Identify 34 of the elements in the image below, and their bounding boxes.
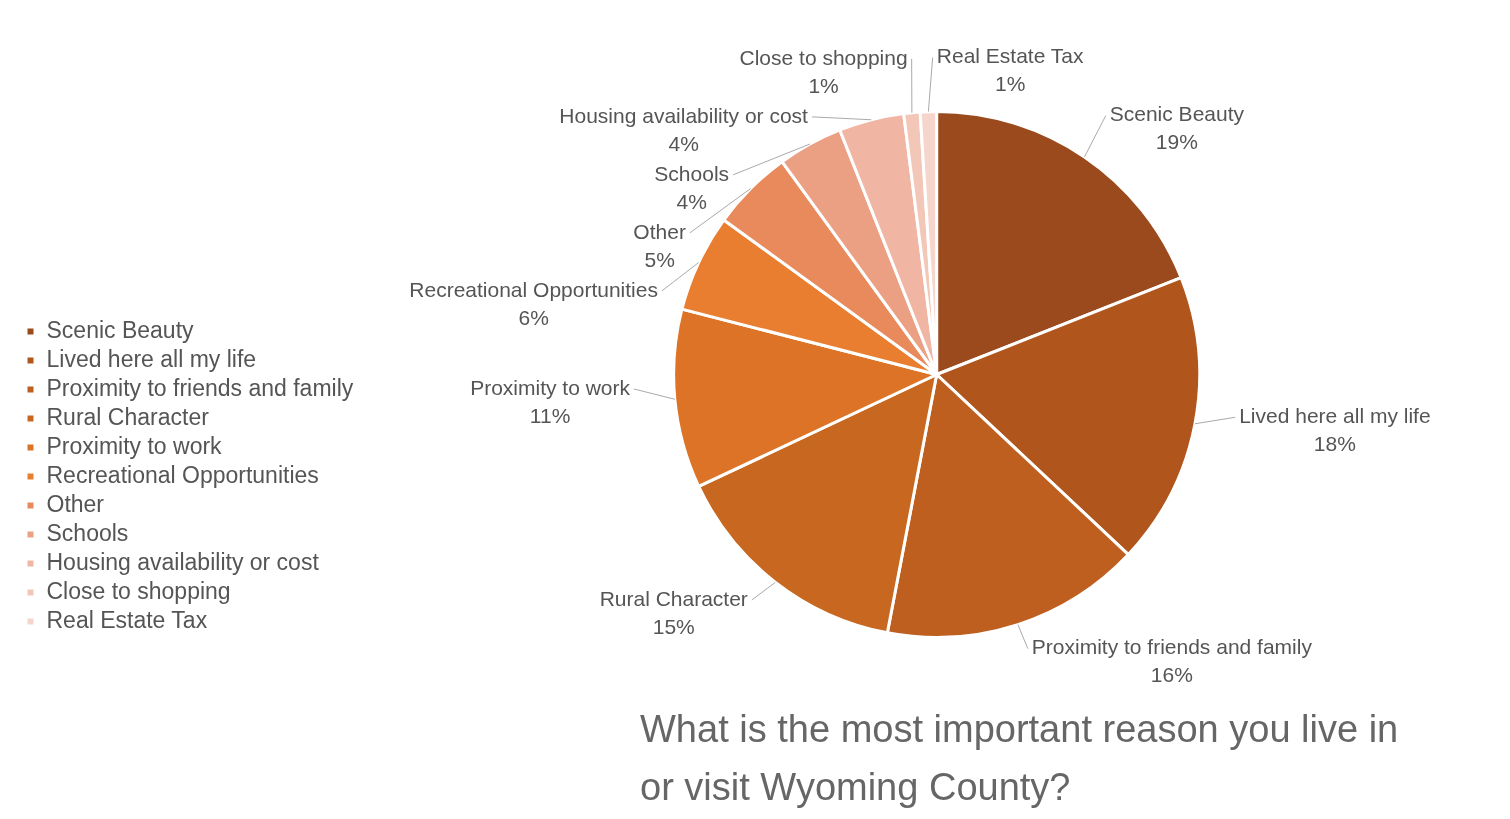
slice-label: Proximity to friends and family [1031,635,1313,659]
slice-label: Real Estate Tax [936,44,1085,68]
slice-label: Close to shopping [739,45,908,69]
slice-label: Housing availability or cost [559,103,809,127]
data-label: 19% [1155,130,1198,154]
legend-label: Housing availability or cost [46,548,320,575]
slice-label: Schools [654,161,730,185]
slice-label: Lived here all my life [1239,404,1431,428]
legend-label: Recreational Opportunities [46,461,319,488]
data-label: 4% [676,189,707,213]
legend-label: Other [46,490,105,517]
data-label: 16% [1150,663,1193,687]
legend-label: Proximity to work [46,432,223,459]
data-label: 11% [529,403,571,427]
slice-label: Scenic Beauty [1109,102,1245,126]
data-label: 4% [668,131,699,155]
slice-label: Rural Character [599,586,748,610]
data-label: 1% [994,72,1026,96]
legend-label: Real Estate Tax [46,606,208,633]
legend-label: Lived here all my life [46,345,257,372]
legend-label: Proximity to friends and family [46,374,354,401]
legend-label: Rural Character [46,403,210,430]
data-label: 5% [644,247,675,271]
slice-label: Recreational Opportunities [409,277,658,301]
legend-label: Scenic Beauty [46,316,195,343]
data-label: 1% [808,73,839,97]
slice-label: Proximity to work [470,375,631,399]
legend-label: Close to shopping [46,577,231,604]
text: What is the most important reason you live in or visit Wyoming County? [640,708,1399,808]
data-label: 18% [1313,432,1356,456]
legend-label: Schools [46,519,129,546]
data-label: 6% [518,305,549,329]
data-label: 15% [652,614,695,638]
slice-label: Other [633,219,686,243]
